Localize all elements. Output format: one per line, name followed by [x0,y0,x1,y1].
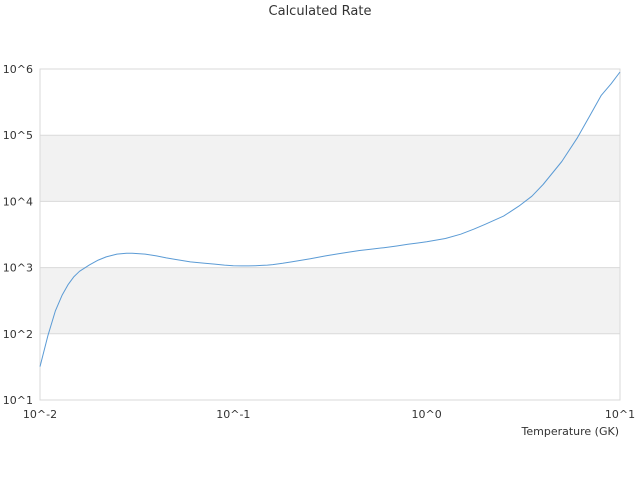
series-line [39,71,621,367]
y-tick-labels: 10^1 10^2 10^3 10^4 10^5 10^6 [3,63,33,407]
x-tick-label: 10^1 [605,408,635,421]
x-tick-label: 10^-1 [216,408,250,421]
y-tick-label: 10^1 [3,394,33,407]
grid-lines [39,68,621,401]
x-tick-labels: 10^-2 10^-1 10^0 10^1 [23,408,635,421]
grid-band [40,267,620,334]
y-tick-label: 10^6 [3,63,33,76]
plot-border [39,68,621,401]
chart-title: Calculated Rate [268,4,372,19]
y-tick-label: 10^4 [3,195,33,208]
x-tick-label: 10^-2 [23,408,57,421]
y-tick-label: 10^5 [3,129,33,142]
grid-bands [40,135,620,334]
x-axis-title: Temperature (GK) [521,425,620,438]
x-tick-label: 10^0 [412,408,442,421]
grid-band [40,135,620,202]
y-tick-label: 10^3 [3,262,33,275]
y-tick-label: 10^2 [3,328,33,341]
series-group [39,71,621,367]
